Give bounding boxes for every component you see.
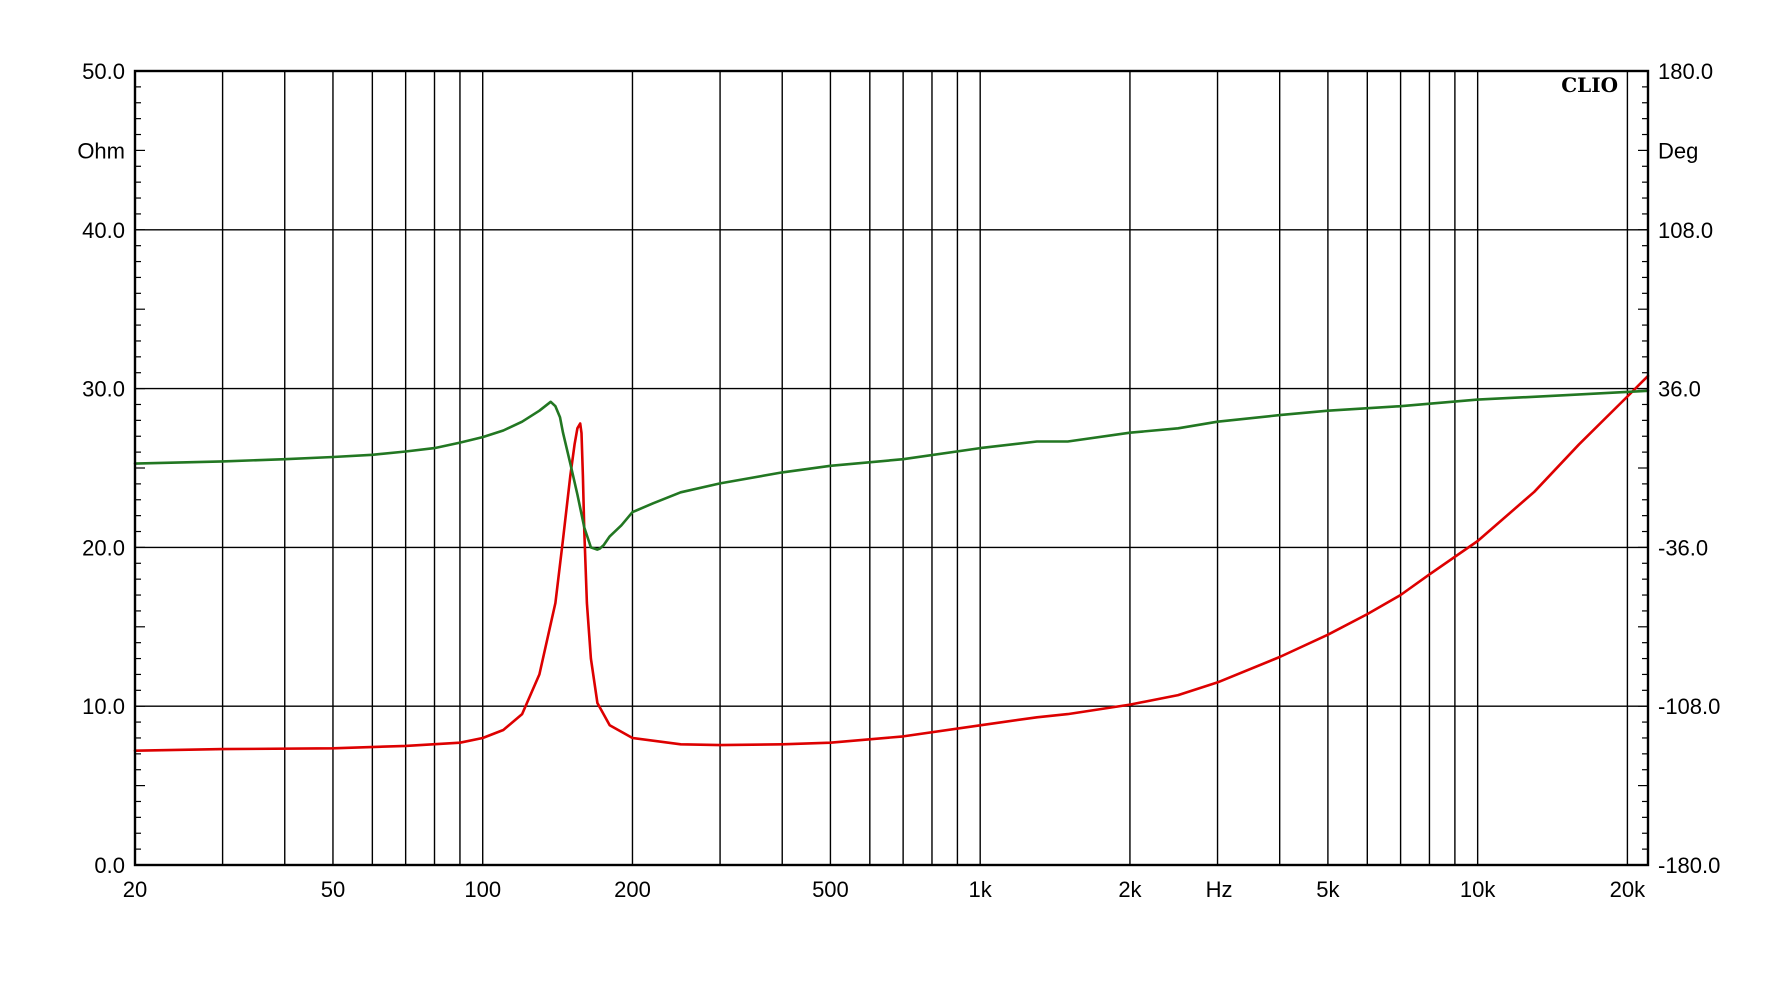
right-y-tick-label: -36.0 — [1658, 535, 1708, 560]
right-y-tick-label: -180.0 — [1658, 853, 1720, 878]
x-tick-label: 5k — [1316, 877, 1340, 902]
x-axis-unit-label: Hz — [1206, 877, 1233, 902]
tick-labels: 0.0 10.0 20.0 30.0 40.0 50.0 -180.0 -108.0 -36.0… — [82, 59, 1720, 902]
x-tick-label: 100 — [464, 877, 501, 902]
x-tick-label: 20k — [1610, 877, 1646, 902]
x-tick-label: 50 — [321, 877, 345, 902]
right-y-tick-label: 36.0 — [1658, 377, 1701, 402]
right-axis-unit-label: Deg — [1658, 138, 1698, 163]
left-y-tick-label: 30.0 — [82, 377, 125, 402]
left-y-tick-label: 40.0 — [82, 218, 125, 243]
x-tick-label: 500 — [812, 877, 849, 902]
left-axis-unit-label: Ohm — [77, 138, 125, 163]
left-y-tick-label: 0.0 — [94, 853, 125, 878]
right-y-tick-label: 108.0 — [1658, 218, 1713, 243]
series-group — [133, 374, 1650, 752]
impedance-series-line — [133, 374, 1650, 752]
x-tick-label: 10k — [1460, 877, 1496, 902]
x-tick-label: 2k — [1118, 877, 1142, 902]
left-y-tick-label: 10.0 — [82, 694, 125, 719]
plot-frame — [133, 69, 1650, 867]
right-y-tick-label: -108.0 — [1658, 694, 1720, 719]
left-y-tick-label: 50.0 — [82, 59, 125, 84]
right-y-tick-label: 180.0 — [1658, 59, 1713, 84]
phase-series-line — [133, 389, 1650, 551]
x-tick-label: 200 — [614, 877, 651, 902]
left-y-tick-label: 20.0 — [82, 535, 125, 560]
x-tick-label: 1k — [969, 877, 993, 902]
x-tick-label: 20 — [123, 877, 147, 902]
brand-logo-text: CLIO — [1561, 73, 1618, 97]
